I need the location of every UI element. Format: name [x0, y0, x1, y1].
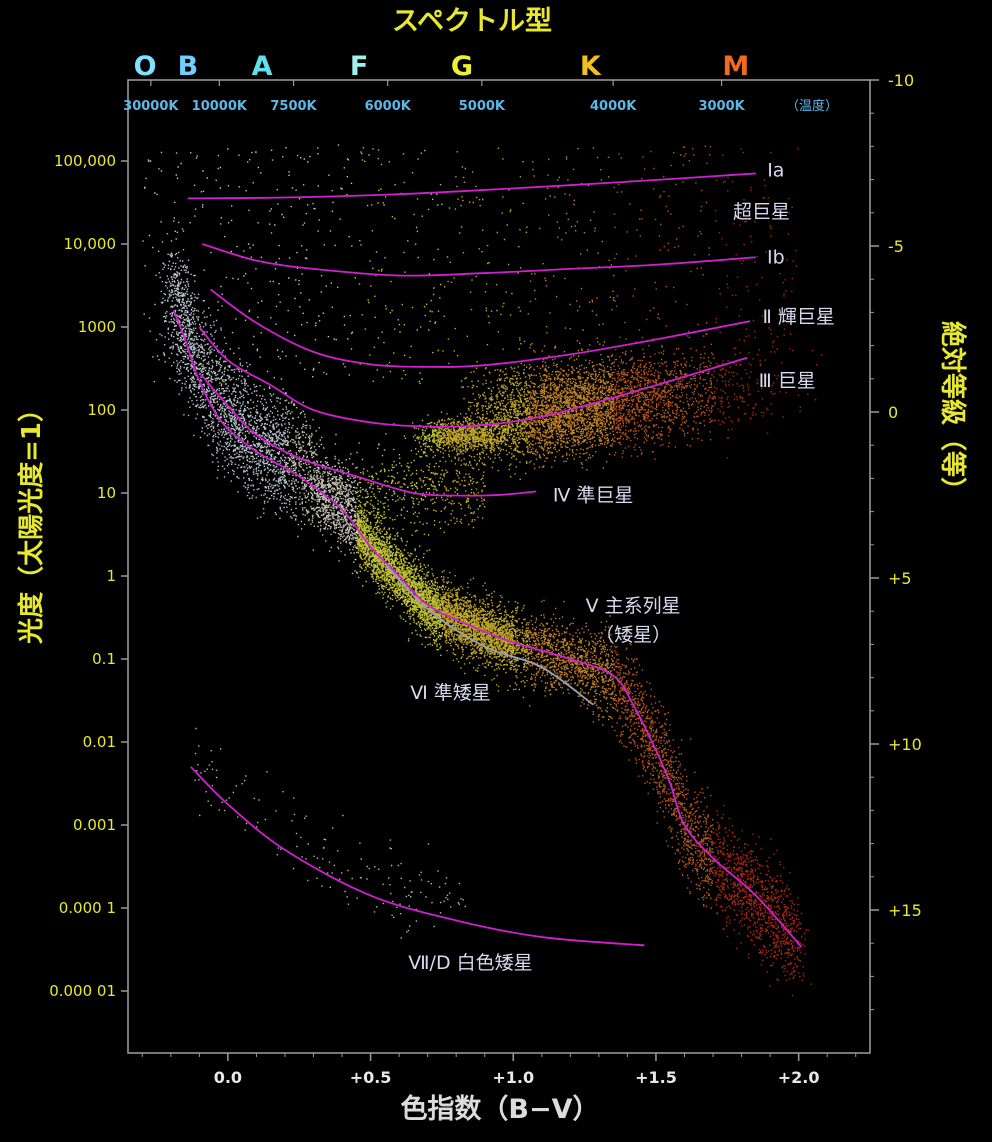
class-curve-ia: [187, 172, 756, 200]
x-axis-label: 色指数（B−V）: [400, 1093, 599, 1125]
chart-title: スペクトル型: [392, 6, 552, 37]
spectral-class-k: K: [580, 51, 602, 82]
spectral-class-m: M: [722, 51, 749, 82]
luminosity-tick-label: 100,000: [54, 152, 116, 170]
magnitude-tick-label: +10: [888, 735, 922, 754]
magnitude-tick-label: -5: [888, 237, 904, 256]
region-label-ii: Ⅱ 輝巨星: [762, 306, 834, 328]
magnitude-tick-label: +5: [888, 569, 912, 588]
temperature-unit-label: （温度）: [786, 98, 838, 114]
spectral-class-g: G: [451, 51, 473, 82]
temperature-tick-label: 4000K: [590, 99, 637, 114]
region-label-iii: Ⅲ 巨星: [759, 370, 816, 392]
x-tick-label: +0.5: [350, 1068, 392, 1087]
class-curve-iii: [198, 326, 748, 428]
luminosity-tick-label: 10: [97, 484, 116, 502]
magnitude-tick-label: 0: [888, 403, 898, 422]
magnitude-tick-label: -10: [888, 71, 914, 90]
spectral-class-b: B: [178, 51, 199, 82]
star-points-5: [441, 147, 529, 699]
region-label-v: Ⅴ 主系列星: [586, 595, 681, 617]
star-points-0: [527, 147, 615, 728]
x-tick-label: +1.5: [635, 1068, 677, 1087]
class-curve-vi: [384, 562, 594, 706]
spectral-class-o: O: [134, 51, 157, 82]
temperature-tick-label: 3000K: [698, 99, 745, 114]
x-tick-label: +1.0: [492, 1068, 534, 1087]
region-label-v_sub: （矮星）: [595, 624, 671, 646]
temperature-tick-label: 6000K: [365, 99, 412, 114]
luminosity-tick-label: 1: [106, 567, 116, 585]
class-curve-iv: [198, 372, 537, 497]
luminosity-tick-label: 0.000 1: [59, 899, 116, 917]
region-label-vii: Ⅶ/D 白色矮星: [408, 952, 532, 974]
region-labels: Ⅰa 超巨星 Ⅰb Ⅱ 輝巨星 Ⅲ 巨星 Ⅳ 準巨星 Ⅴ 主系列星 （矮星） Ⅵ 準矮星 Ⅶ/D …: [408, 159, 835, 974]
luminosity-tick-label: 0.000 01: [49, 982, 116, 1000]
spectral-class-f: F: [350, 51, 368, 82]
magnitude-tick-label: +15: [888, 901, 922, 920]
luminosity-tick-label: 10,000: [64, 235, 117, 253]
axes: 0.0 +0.5 +1.0 +1.5 +2.0100,00010,00010001001…: [49, 51, 922, 1087]
region-label-ia_name: 超巨星: [733, 201, 790, 223]
star-points-6: [285, 144, 358, 575]
temperature-tick-label: 10000K: [192, 99, 248, 114]
spectral-class-a: A: [252, 51, 273, 82]
x-tick-label: +2.0: [778, 1068, 820, 1087]
class-curve-viid: [190, 766, 645, 947]
region-label-ia: Ⅰa: [767, 159, 784, 181]
luminosity-tick-label: 0.001: [73, 816, 116, 834]
region-label-iv: Ⅳ 準巨星: [553, 485, 634, 507]
luminosity-tick-label: 1000: [78, 318, 116, 336]
star-scatter: [142, 144, 823, 997]
temperature-tick-label: 5000K: [459, 99, 506, 114]
region-label-vi: Ⅵ 準矮星: [410, 682, 491, 704]
y-axis-label-magnitude: 絶対等級（等）: [937, 321, 968, 503]
temperature-tick-label: 7500K: [270, 99, 317, 114]
y-axis-label-luminosity: 光度（太陽光度=1）: [16, 396, 47, 645]
luminosity-tick-label: 0.1: [92, 650, 116, 668]
temperature-tick-label: 30000K: [123, 99, 179, 114]
class-curve-v: [172, 310, 803, 948]
class-curve-ii: [210, 288, 751, 368]
region-label-ib: Ⅰb: [767, 246, 785, 268]
x-tick-label: 0.0: [214, 1068, 242, 1087]
star-points-1: [613, 145, 715, 909]
class-curve-ib: [201, 243, 756, 277]
luminosity-tick-label: 100: [87, 401, 116, 419]
luminosity-tick-label: 0.01: [83, 733, 116, 751]
star-points-3: [356, 147, 444, 656]
plot-frame: [127, 79, 871, 1054]
luminosity-class-curves: [172, 172, 803, 948]
